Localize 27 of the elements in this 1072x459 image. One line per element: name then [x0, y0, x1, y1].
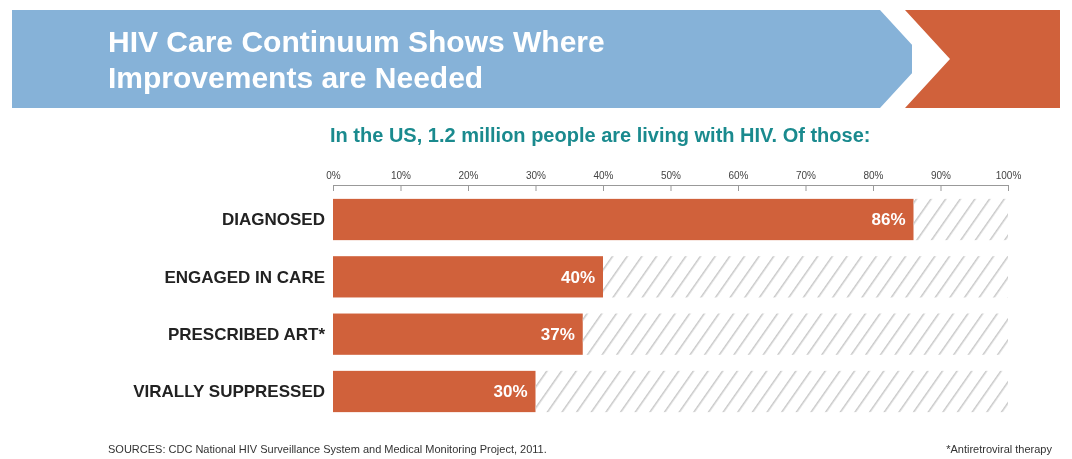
x-tick-label: 30%: [525, 170, 547, 181]
text: *Antiretroviral therapy: [946, 443, 1053, 455]
chart-subtitle: In the US, 1.2 million people are living with HIV. Of those:: [330, 124, 871, 146]
data-label: 40%: [560, 267, 595, 287]
x-tick-label: 40%: [593, 170, 614, 181]
x-tick-label: 50%: [660, 170, 682, 181]
data-label: 30%: [493, 382, 528, 402]
x-tick-label: 80%: [863, 170, 884, 181]
data-label: 86%: [871, 210, 906, 230]
x-tick-label: 100%: [995, 170, 1022, 181]
chart-title: HIV Care Continuum Shows Where Improvements are Needed: [108, 25, 605, 94]
bar: [333, 313, 583, 355]
x-tick-label: 70%: [795, 170, 817, 181]
x-tick-label: 0%: [326, 170, 341, 181]
y-tick-label: DIAGNOSED: [222, 210, 325, 230]
y-tick-label: ENGAGED IN CARE: [164, 267, 325, 287]
x-tick-label: 10%: [390, 170, 412, 181]
x-tick-label: 60%: [728, 170, 749, 181]
y-tick-label: VIRALLY SUPPRESSED: [133, 382, 325, 402]
x-tick-label: 90%: [930, 170, 952, 181]
y-tick-label: PRESCRIBED ART*: [167, 325, 326, 345]
source-note: SOURCES: CDC National HIV Surveillance System and Medical Monitoring Project, 2011.: [108, 443, 547, 455]
bar: [333, 370, 536, 413]
x-tick-label: 20%: [458, 170, 479, 181]
data-label: 37%: [540, 325, 575, 345]
bar: [333, 256, 603, 298]
bar: [333, 198, 914, 241]
